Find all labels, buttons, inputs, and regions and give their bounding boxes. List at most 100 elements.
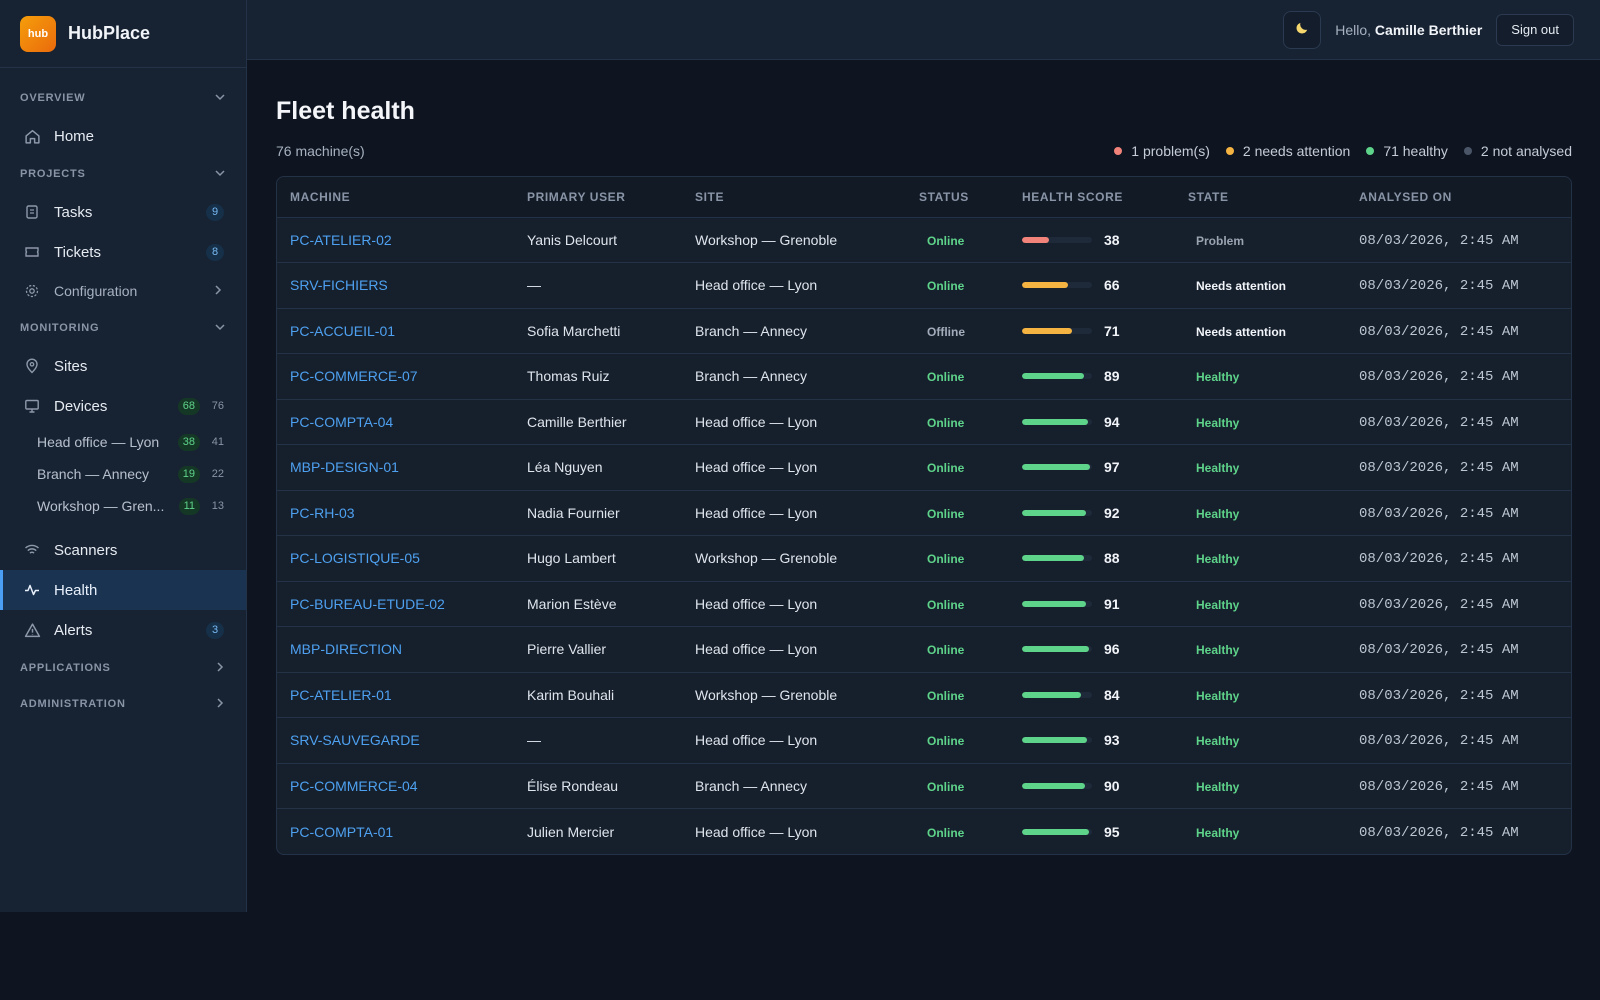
status-badge: Online [927,461,965,476]
table-row[interactable]: PC-BUREAU-ETUDE-02 Marion Estève Head offi… [277,581,1571,627]
site-healthy-badge: 38 [177,433,200,451]
table-row[interactable]: PC-ATELIER-02 Yanis Delcourt Workshop — Gr… [277,217,1571,263]
status-cell: Online [906,399,1009,445]
state-cell: Healthy [1175,535,1346,582]
column-header[interactable]: ANALYSED ON [1346,177,1571,218]
primary-user-cell: Julien Mercier [527,823,615,840]
machine-link[interactable]: PC-LOGISTIQUE-05 [290,550,420,567]
site-total-count: 22 [211,468,224,480]
machine-link[interactable]: PC-ACCUEIL-01 [290,322,396,339]
table-row[interactable]: PC-ATELIER-01 Karim Bouhali Workshop — Gre… [277,672,1571,718]
wifi-icon [22,542,42,558]
health-score-bar [1022,236,1092,243]
brand[interactable]: hub HubPlace [0,0,246,68]
primary-user-cell: Élise Rondeau [514,763,682,809]
column-header[interactable]: PRIMARY USER [514,177,682,218]
health-score-bar-fill [1022,282,1069,289]
analysed-on-value: 08/03/2026, 2:45 AM [1359,323,1519,340]
greeting-prefix: Hello, [1335,21,1375,38]
sidebar-item-tasks[interactable]: Tasks 9 [0,192,246,232]
site-cell: Branch — Annecy [682,308,906,354]
sidebar-item-sites[interactable]: Sites [0,346,246,386]
status-badge: Offline [927,324,965,339]
machine-link[interactable]: PC-ATELIER-02 [290,231,392,248]
sidebar-item-home[interactable]: Home [0,116,246,156]
machine-link[interactable]: PC-BUREAU-ETUDE-02 [290,595,445,612]
health-score-cell: 90 [1009,763,1175,809]
health-score-value: 92 [1104,504,1120,521]
machine-link[interactable]: SRV-SAUVEGARDE [290,732,420,749]
clipboard-icon [22,204,42,220]
section-monitoring-label: MONITORING [20,322,100,334]
sidebar-item-tickets[interactable]: Tickets 8 [0,232,246,272]
column-header[interactable]: MACHINE [277,177,514,218]
table-row[interactable]: MBP-DIRECTION Pierre Vallier Head office —… [277,626,1571,673]
section-monitoring[interactable]: MONITORING [0,310,246,346]
health-score-cell: 96 [1009,626,1175,673]
health-score-value: 38 [1104,231,1120,248]
analysed-on-value: 08/03/2026, 2:45 AM [1359,687,1519,704]
sidebar-item-health[interactable]: Health [0,570,246,610]
table-row[interactable]: PC-COMPTA-01 Julien Mercier Head office — … [277,809,1571,855]
sidebar-subitem-site[interactable]: Head office — Lyon 38 41 [0,426,246,458]
site-cell: Head office — Lyon [682,626,906,673]
legend-item: 1 problem(s) [1114,143,1210,159]
state-badge: Problem [1196,233,1245,248]
table-row[interactable]: SRV-SAUVEGARDE — Head office — Lyon Online 9… [277,717,1571,764]
table-row[interactable]: MBP-DESIGN-01 Léa Nguyen Head office — Lyo… [277,444,1571,491]
status-badge: Online [927,825,965,840]
machine-link[interactable]: PC-COMPTA-04 [290,413,394,430]
machine-link[interactable]: PC-COMPTA-01 [290,823,394,840]
sidebar-subitem-site[interactable]: Workshop — Gren... 11 13 [0,490,246,522]
health-legend: 1 problem(s) 2 needs attention 71 healthy 2… [1098,143,1572,159]
status-cell: Online [906,262,1009,309]
status-cell: Offline [906,308,1009,354]
health-score-bar-fill [1022,737,1088,744]
health-score-value: 95 [1104,823,1120,840]
table-row[interactable]: PC-RH-03 Nadia Fournier Head office — Lyon… [277,490,1571,536]
state-cell: Needs attention [1175,308,1346,354]
column-header[interactable]: HEALTH SCORE [1009,177,1175,218]
table-row[interactable]: PC-COMMERCE-04 Élise Rondeau Branch — Anne… [277,763,1571,809]
sidebar-item-scanners[interactable]: Scanners [0,530,246,570]
primary-user-cell: Pierre Vallier [514,626,682,673]
theme-toggle-button[interactable] [1283,10,1322,49]
status-badge: Online [927,688,965,703]
machine-cell: PC-BUREAU-ETUDE-02 [277,581,514,627]
table-row[interactable]: PC-COMMERCE-07 Thomas Ruiz Branch — Annecy… [277,353,1571,400]
column-header[interactable]: STATUS [906,177,1009,218]
site-cell: Head office — Lyon [682,444,906,491]
machine-link[interactable]: MBP-DIRECTION [290,641,402,658]
sidebar-subitem-site[interactable]: Branch — Annecy 19 22 [0,458,246,490]
table-row[interactable]: SRV-FICHIERS — Head office — Lyon Online 66 N… [277,262,1571,309]
site-cell: Head office — Lyon [682,490,906,536]
machine-cell: PC-ACCUEIL-01 [277,308,514,354]
sidebar-item-alerts[interactable]: Alerts 3 [0,610,246,650]
health-score-bar [1022,509,1092,516]
machine-link[interactable]: PC-COMMERCE-04 [290,777,418,794]
chevron-down-icon [214,167,226,182]
table-row[interactable]: PC-COMPTA-04 Camille Berthier Head office … [277,399,1571,445]
section-applications[interactable]: APPLICATIONS [0,650,246,686]
machine-link[interactable]: PC-ATELIER-01 [290,686,392,703]
section-overview[interactable]: OVERVIEW [0,80,246,116]
sidebar-item-configuration[interactable]: Configuration [0,272,246,310]
machine-link[interactable]: PC-RH-03 [290,504,355,521]
table-row[interactable]: PC-ACCUEIL-01 Sofia Marchetti Branch — Ann… [277,308,1571,354]
column-header[interactable]: STATE [1175,177,1346,218]
sidebar-item-devices[interactable]: Devices 68 76 [0,386,246,426]
machine-link[interactable]: MBP-DESIGN-01 [290,459,399,476]
column-header[interactable]: SITE [682,177,906,218]
status-cell: Online [906,535,1009,582]
map-pin-icon [22,358,42,374]
health-score-bar [1022,464,1092,471]
sign-out-button[interactable]: Sign out [1496,13,1574,46]
legend-label: 2 needs attention [1242,143,1351,159]
machine-link[interactable]: PC-COMMERCE-07 [290,368,418,385]
section-administration[interactable]: ADMINISTRATION [0,686,246,722]
machine-link[interactable]: SRV-FICHIERS [290,277,388,294]
section-projects[interactable]: PROJECTS [0,156,246,192]
table-row[interactable]: PC-LOGISTIQUE-05 Hugo Lambert Workshop — G… [277,535,1571,582]
analysed-on-cell: 08/03/2026, 2:45 AM [1346,308,1571,354]
site-healthy-badge: 11 [178,497,200,515]
